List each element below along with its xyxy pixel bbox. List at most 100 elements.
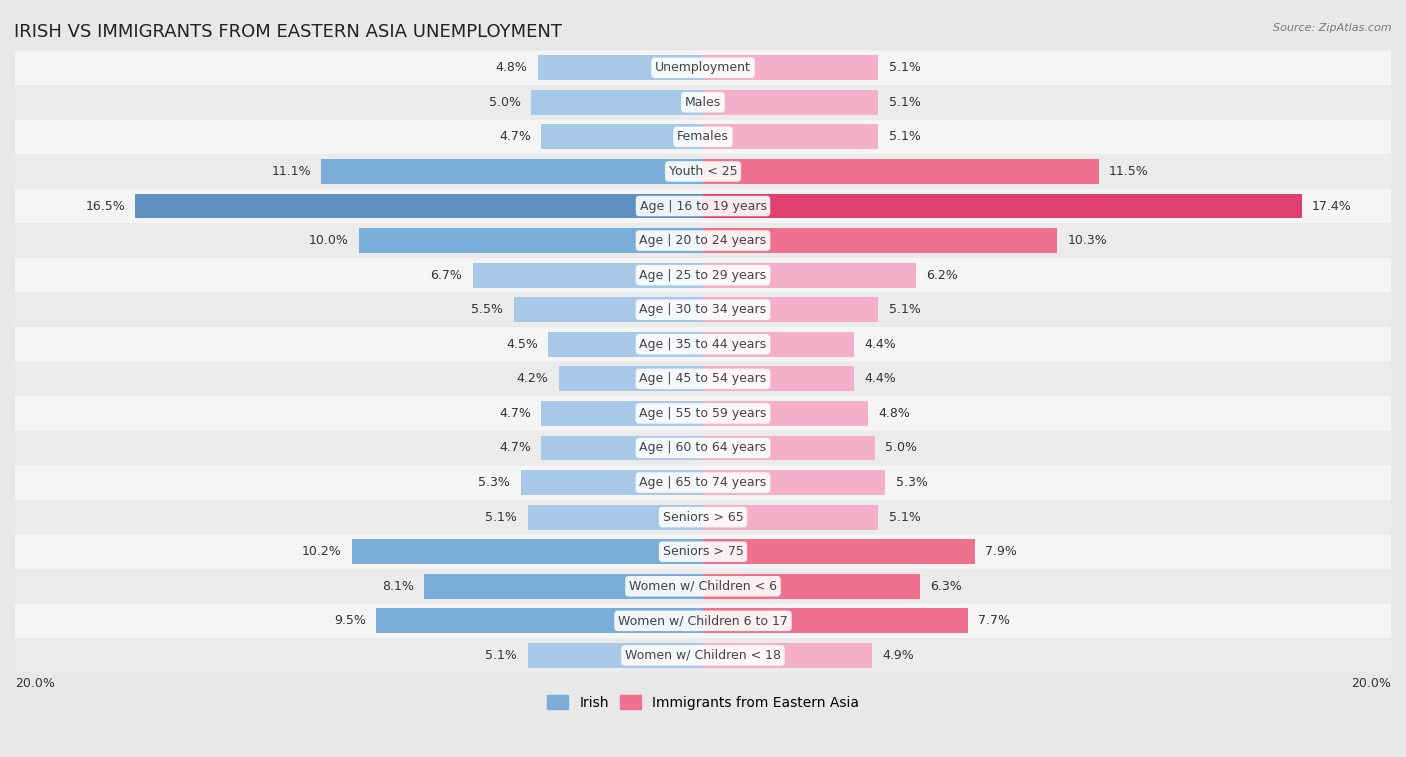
FancyBboxPatch shape <box>15 534 1391 569</box>
Text: Women w/ Children < 6: Women w/ Children < 6 <box>628 580 778 593</box>
Text: Age | 20 to 24 years: Age | 20 to 24 years <box>640 234 766 247</box>
Text: Women w/ Children 6 to 17: Women w/ Children 6 to 17 <box>619 615 787 628</box>
Bar <box>321 159 703 184</box>
Bar <box>703 194 1302 219</box>
Text: 5.0%: 5.0% <box>886 441 917 454</box>
Bar <box>548 332 703 357</box>
Bar <box>425 574 703 599</box>
Bar <box>703 124 879 149</box>
Bar <box>541 401 703 426</box>
Text: 11.5%: 11.5% <box>1109 165 1149 178</box>
Bar <box>352 539 703 564</box>
Bar <box>703 263 917 288</box>
Text: 5.1%: 5.1% <box>889 511 921 524</box>
Text: 6.3%: 6.3% <box>929 580 962 593</box>
Legend: Irish, Immigrants from Eastern Asia: Irish, Immigrants from Eastern Asia <box>541 690 865 715</box>
Text: 6.2%: 6.2% <box>927 269 959 282</box>
FancyBboxPatch shape <box>15 362 1391 396</box>
Text: Seniors > 75: Seniors > 75 <box>662 545 744 558</box>
Bar <box>703 470 886 495</box>
Bar <box>703 435 875 460</box>
Text: 4.4%: 4.4% <box>865 338 897 350</box>
Text: 4.2%: 4.2% <box>516 372 548 385</box>
FancyBboxPatch shape <box>15 396 1391 431</box>
Text: 5.1%: 5.1% <box>889 61 921 74</box>
Bar <box>703 643 872 668</box>
Bar <box>531 90 703 115</box>
Bar <box>527 505 703 530</box>
Bar <box>513 298 703 322</box>
Text: 4.8%: 4.8% <box>496 61 527 74</box>
Text: 10.0%: 10.0% <box>309 234 349 247</box>
FancyBboxPatch shape <box>15 85 1391 120</box>
Text: 11.1%: 11.1% <box>271 165 311 178</box>
FancyBboxPatch shape <box>15 638 1391 673</box>
FancyBboxPatch shape <box>15 327 1391 362</box>
Bar <box>520 470 703 495</box>
FancyBboxPatch shape <box>15 258 1391 292</box>
FancyBboxPatch shape <box>15 154 1391 188</box>
Text: 10.2%: 10.2% <box>302 545 342 558</box>
Text: 4.9%: 4.9% <box>882 649 914 662</box>
Text: Males: Males <box>685 96 721 109</box>
Bar <box>703 366 855 391</box>
Text: 9.5%: 9.5% <box>335 615 366 628</box>
Text: 6.7%: 6.7% <box>430 269 463 282</box>
Bar <box>703 401 868 426</box>
Text: Seniors > 65: Seniors > 65 <box>662 511 744 524</box>
Text: 16.5%: 16.5% <box>86 200 125 213</box>
Text: 5.3%: 5.3% <box>478 476 510 489</box>
Text: 5.1%: 5.1% <box>889 96 921 109</box>
Text: Age | 16 to 19 years: Age | 16 to 19 years <box>640 200 766 213</box>
Bar <box>377 609 703 634</box>
Text: Age | 25 to 29 years: Age | 25 to 29 years <box>640 269 766 282</box>
Text: 5.1%: 5.1% <box>889 130 921 143</box>
Bar <box>541 435 703 460</box>
Text: Age | 55 to 59 years: Age | 55 to 59 years <box>640 407 766 420</box>
Bar <box>703 55 879 80</box>
Bar <box>703 228 1057 253</box>
Bar <box>703 298 879 322</box>
Text: 10.3%: 10.3% <box>1067 234 1108 247</box>
Bar <box>703 574 920 599</box>
Text: 4.7%: 4.7% <box>499 130 531 143</box>
Text: Source: ZipAtlas.com: Source: ZipAtlas.com <box>1274 23 1392 33</box>
Bar <box>558 366 703 391</box>
Text: 5.0%: 5.0% <box>489 96 520 109</box>
Text: 5.3%: 5.3% <box>896 476 928 489</box>
Bar <box>703 539 974 564</box>
FancyBboxPatch shape <box>15 51 1391 85</box>
FancyBboxPatch shape <box>15 603 1391 638</box>
Text: Females: Females <box>678 130 728 143</box>
Text: Youth < 25: Youth < 25 <box>669 165 737 178</box>
Text: Age | 30 to 34 years: Age | 30 to 34 years <box>640 304 766 316</box>
Bar <box>703 505 879 530</box>
Bar <box>472 263 703 288</box>
Text: 5.1%: 5.1% <box>485 511 517 524</box>
Text: 17.4%: 17.4% <box>1312 200 1351 213</box>
Text: 8.1%: 8.1% <box>382 580 413 593</box>
Bar <box>703 609 967 634</box>
Text: Age | 45 to 54 years: Age | 45 to 54 years <box>640 372 766 385</box>
Text: 7.7%: 7.7% <box>979 615 1010 628</box>
Text: 4.7%: 4.7% <box>499 407 531 420</box>
FancyBboxPatch shape <box>15 431 1391 466</box>
Bar <box>359 228 703 253</box>
Bar <box>703 90 879 115</box>
Text: 7.9%: 7.9% <box>986 545 1017 558</box>
Text: 20.0%: 20.0% <box>1351 678 1391 690</box>
FancyBboxPatch shape <box>15 500 1391 534</box>
Bar <box>538 55 703 80</box>
FancyBboxPatch shape <box>15 223 1391 258</box>
Bar <box>541 124 703 149</box>
Text: Age | 60 to 64 years: Age | 60 to 64 years <box>640 441 766 454</box>
Text: 4.4%: 4.4% <box>865 372 897 385</box>
FancyBboxPatch shape <box>15 120 1391 154</box>
Bar <box>703 332 855 357</box>
FancyBboxPatch shape <box>15 292 1391 327</box>
FancyBboxPatch shape <box>15 466 1391 500</box>
Text: Unemployment: Unemployment <box>655 61 751 74</box>
Text: Age | 65 to 74 years: Age | 65 to 74 years <box>640 476 766 489</box>
Text: 5.5%: 5.5% <box>471 304 503 316</box>
Text: IRISH VS IMMIGRANTS FROM EASTERN ASIA UNEMPLOYMENT: IRISH VS IMMIGRANTS FROM EASTERN ASIA UN… <box>14 23 562 41</box>
